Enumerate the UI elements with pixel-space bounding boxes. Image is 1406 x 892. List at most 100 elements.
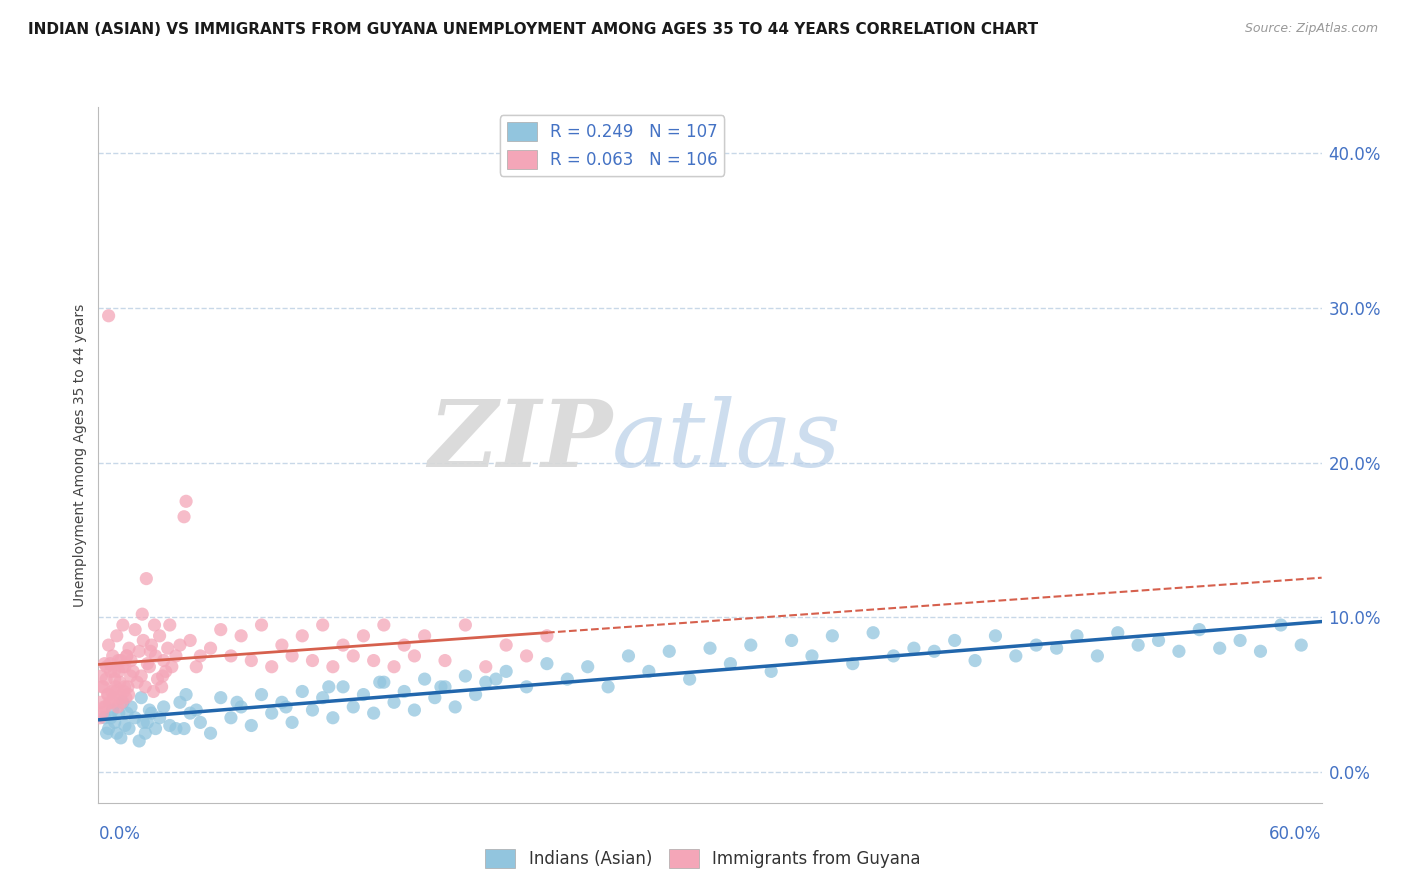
Point: [146, 672, 169, 686]
Point: [131, 607, 153, 622]
Point: [108, 675, 131, 690]
Point: [120, 654, 142, 668]
Point: [143, 618, 166, 632]
Point: [454, 669, 477, 683]
Point: [152, 669, 174, 683]
Point: [342, 700, 364, 714]
Point: [100, 711, 122, 725]
Point: [115, 706, 138, 720]
Point: [862, 625, 884, 640]
Point: [464, 688, 486, 702]
Point: [91, 680, 114, 694]
Point: [155, 665, 177, 679]
Point: [169, 695, 191, 709]
Point: [173, 722, 195, 736]
Point: [93, 680, 115, 694]
Point: [209, 623, 232, 637]
Point: [120, 700, 142, 714]
Point: [821, 629, 844, 643]
Point: [188, 715, 212, 730]
Point: [114, 659, 136, 673]
Point: [108, 706, 131, 720]
Point: [965, 654, 987, 668]
Point: [363, 706, 385, 720]
Point: [145, 722, 167, 736]
Point: [433, 654, 456, 668]
Point: [128, 644, 150, 658]
Point: [188, 648, 212, 663]
Point: [132, 633, 155, 648]
Point: [128, 734, 150, 748]
Point: [115, 690, 138, 705]
Point: [98, 695, 121, 709]
Point: [699, 641, 721, 656]
Point: [1249, 644, 1271, 658]
Text: 60.0%: 60.0%: [1270, 825, 1322, 843]
Point: [134, 680, 156, 694]
Point: [160, 659, 183, 673]
Point: [404, 703, 426, 717]
Point: [135, 572, 157, 586]
Point: [165, 648, 187, 663]
Point: [149, 629, 172, 643]
Point: [90, 669, 112, 683]
Point: [139, 644, 162, 658]
Point: [260, 706, 283, 720]
Point: [274, 700, 297, 714]
Legend: Indians (Asian), Immigrants from Guyana: Indians (Asian), Immigrants from Guyana: [478, 842, 928, 875]
Point: [103, 665, 125, 679]
Point: [301, 703, 323, 717]
Point: [1229, 633, 1251, 648]
Point: [129, 669, 152, 683]
Point: [105, 726, 128, 740]
Point: [179, 706, 201, 720]
Point: [883, 648, 905, 663]
Text: atlas: atlas: [612, 396, 842, 486]
Point: [332, 680, 354, 694]
Point: [100, 684, 122, 698]
Point: [801, 648, 824, 663]
Point: [120, 669, 142, 683]
Point: [91, 706, 114, 720]
Point: [638, 665, 661, 679]
Point: [516, 680, 538, 694]
Point: [93, 711, 115, 725]
Point: [165, 722, 187, 736]
Point: [101, 703, 124, 717]
Point: [444, 700, 467, 714]
Point: [96, 659, 118, 673]
Point: [96, 672, 118, 686]
Point: [413, 629, 436, 643]
Point: [209, 690, 232, 705]
Point: [200, 726, 222, 740]
Point: [240, 718, 263, 732]
Point: [159, 718, 181, 732]
Point: [576, 659, 599, 673]
Point: [104, 715, 127, 730]
Point: [1066, 629, 1088, 643]
Point: [89, 695, 111, 709]
Point: [474, 675, 498, 690]
Point: [103, 690, 125, 705]
Point: [1208, 641, 1232, 656]
Point: [318, 680, 340, 694]
Point: [149, 711, 172, 725]
Point: [114, 718, 136, 732]
Point: [368, 675, 391, 690]
Text: ZIP: ZIP: [427, 396, 612, 486]
Point: [200, 641, 222, 656]
Point: [536, 657, 558, 671]
Point: [373, 675, 395, 690]
Point: [93, 657, 115, 671]
Point: [129, 690, 152, 705]
Point: [740, 638, 762, 652]
Point: [141, 706, 163, 720]
Point: [281, 715, 304, 730]
Point: [186, 659, 208, 673]
Point: [516, 648, 538, 663]
Point: [382, 695, 405, 709]
Point: [174, 494, 197, 508]
Point: [352, 688, 374, 702]
Point: [250, 688, 273, 702]
Point: [122, 665, 145, 679]
